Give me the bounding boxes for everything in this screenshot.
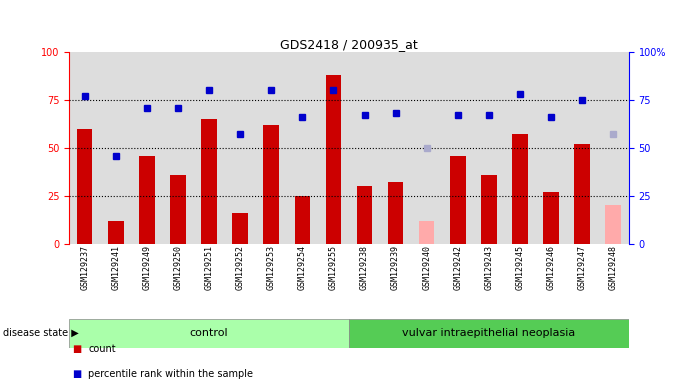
- Text: GSM129254: GSM129254: [298, 245, 307, 290]
- Bar: [349, 52, 380, 244]
- Bar: [411, 52, 442, 244]
- Text: disease state ▶: disease state ▶: [3, 328, 79, 338]
- Bar: [318, 52, 349, 244]
- Bar: [349, 319, 629, 348]
- Text: GSM129247: GSM129247: [578, 245, 587, 290]
- Text: GSM129239: GSM129239: [391, 245, 400, 290]
- Text: GSM129251: GSM129251: [205, 245, 214, 290]
- Text: GSM129242: GSM129242: [453, 245, 462, 290]
- Bar: [442, 52, 473, 244]
- Bar: [512, 134, 528, 244]
- Bar: [605, 205, 621, 244]
- Text: control: control: [190, 328, 228, 338]
- Title: GDS2418 / 200935_at: GDS2418 / 200935_at: [280, 38, 418, 51]
- Bar: [100, 52, 131, 244]
- Text: vulvar intraepithelial neoplasia: vulvar intraepithelial neoplasia: [402, 328, 576, 338]
- Bar: [325, 75, 341, 244]
- Text: GSM129253: GSM129253: [267, 245, 276, 290]
- Text: GSM129248: GSM129248: [609, 245, 618, 290]
- Text: GSM129243: GSM129243: [484, 245, 493, 290]
- Bar: [567, 52, 598, 244]
- Bar: [69, 319, 349, 348]
- Bar: [287, 52, 318, 244]
- Bar: [388, 182, 404, 244]
- Text: count: count: [88, 344, 116, 354]
- Text: GSM129250: GSM129250: [173, 245, 182, 290]
- Bar: [108, 221, 124, 244]
- Bar: [504, 52, 536, 244]
- Bar: [450, 156, 466, 244]
- Text: ■: ■: [73, 369, 82, 379]
- Text: GSM129245: GSM129245: [515, 245, 524, 290]
- Bar: [294, 196, 310, 244]
- Bar: [357, 186, 372, 244]
- Text: GSM129238: GSM129238: [360, 245, 369, 290]
- Bar: [263, 125, 279, 244]
- Bar: [201, 119, 217, 244]
- Bar: [69, 52, 100, 244]
- Bar: [473, 52, 504, 244]
- Text: percentile rank within the sample: percentile rank within the sample: [88, 369, 254, 379]
- Text: GSM129249: GSM129249: [142, 245, 151, 290]
- Text: ■: ■: [73, 344, 82, 354]
- Bar: [170, 175, 186, 244]
- Text: GSM129237: GSM129237: [80, 245, 89, 290]
- Bar: [543, 192, 559, 244]
- Text: GSM129241: GSM129241: [111, 245, 120, 290]
- Bar: [131, 52, 162, 244]
- Text: GSM129246: GSM129246: [547, 245, 556, 290]
- Bar: [536, 52, 567, 244]
- Bar: [598, 52, 629, 244]
- Bar: [225, 52, 256, 244]
- Bar: [193, 52, 225, 244]
- Bar: [380, 52, 411, 244]
- Bar: [574, 144, 590, 244]
- Bar: [232, 213, 248, 244]
- Bar: [162, 52, 193, 244]
- Bar: [139, 156, 155, 244]
- Text: GSM129240: GSM129240: [422, 245, 431, 290]
- Bar: [77, 129, 93, 244]
- Text: GSM129255: GSM129255: [329, 245, 338, 290]
- Bar: [256, 52, 287, 244]
- Text: GSM129252: GSM129252: [236, 245, 245, 290]
- Bar: [419, 221, 435, 244]
- Bar: [481, 175, 497, 244]
